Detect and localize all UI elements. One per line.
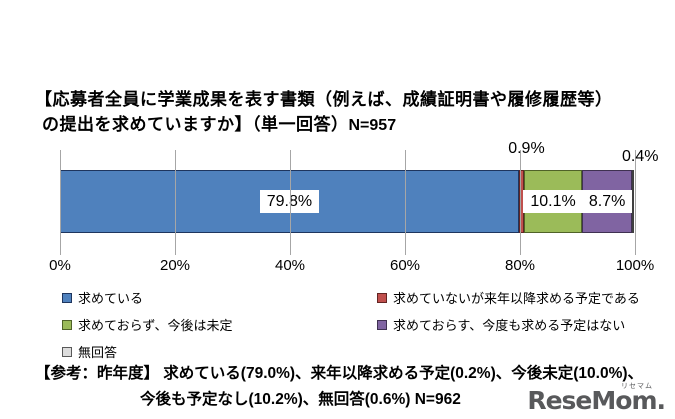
- axis-tick-label: 0%: [49, 257, 71, 274]
- legend-label: 無回答: [78, 345, 118, 360]
- reference-note-line2: 今後も予定なし(10.2%)、無回答(0.6%) N=962: [140, 391, 461, 408]
- resemom-logo: リセマム ReseMom.: [527, 383, 666, 415]
- gridline: [289, 150, 291, 255]
- gridline: [59, 150, 61, 255]
- legend-label: 求めていないが来年以降求める予定である: [393, 291, 640, 306]
- axis-tick-label: 60%: [389, 257, 421, 274]
- resemom-logo-ruby: リセマム: [621, 383, 653, 390]
- legend-item: 求めておらず、今後は未定: [62, 315, 232, 334]
- gridline: [634, 150, 636, 255]
- legend-label: 求めておらす、今度も求める予定はない: [393, 318, 626, 333]
- segment-value-label: 8.7%: [581, 190, 633, 213]
- segment-value-label: 10.1%: [523, 190, 583, 213]
- axis-tick-label: 40%: [274, 257, 306, 274]
- bar-segment-4: 8.7%: [581, 170, 633, 233]
- axis-tick-label: 80%: [504, 257, 536, 274]
- segment-value-label-outside: 0.4%: [622, 148, 659, 165]
- reference-note: 【参考：昨年度】 求めている(79.0%)、来年以降求める予定(0.2%)、今後…: [35, 361, 643, 413]
- legend-item: 求めておらす、今度も求める予定はない: [377, 315, 625, 334]
- legend-item: 求めていないが来年以降求める予定である: [377, 288, 640, 307]
- legend-label: 求めている: [78, 291, 144, 306]
- legend-marker: [377, 319, 387, 330]
- segment-value-label-outside: 0.9%: [508, 140, 545, 157]
- legend-label: 求めておらず、今後は未定: [78, 318, 233, 333]
- gridline: [519, 150, 521, 255]
- segment-value-label: 79.8%: [259, 190, 320, 213]
- chart-title-line1: 【応募者全員に学業成果を表す書類（例えば、成績証明書や履修履歴等）: [35, 90, 613, 110]
- legend-item: 求めている: [62, 288, 143, 307]
- reference-note-line1: 【参考：昨年度】 求めている(79.0%)、来年以降求める予定(0.2%)、今後…: [35, 365, 644, 382]
- legend-marker: [62, 319, 72, 330]
- bar-segment-3: 10.1%: [523, 170, 583, 233]
- axis-tick-label: 100%: [615, 257, 655, 274]
- axis-tick-label: 20%: [159, 257, 191, 274]
- legend-marker: [377, 292, 387, 303]
- gridline: [404, 150, 406, 255]
- plot-area: 79.8% 10.1%8.7% 0% 20% 40% 60% 80% 100% 0.9% 0.4…: [49, 140, 658, 274]
- resemom-logo-text: ReseMom.: [527, 386, 666, 415]
- legend-item: 無回答: [62, 342, 117, 361]
- gridline: [174, 150, 176, 255]
- chart-title: 【応募者全員に学業成果を表す書類（例えば、成績証明書や履修履歴等） の提出を求め…: [35, 88, 613, 138]
- legend-marker: [62, 292, 72, 303]
- bar-segment-1: 79.8%: [60, 170, 519, 233]
- bar-segment-5: [632, 170, 635, 233]
- sample-size: N=957: [348, 117, 397, 134]
- legend-marker: [62, 346, 72, 357]
- stacked-bar: 79.8% 10.1%8.7%: [60, 170, 635, 233]
- chart-title-line2: の提出を求めていますか】（単一回答）: [42, 115, 349, 135]
